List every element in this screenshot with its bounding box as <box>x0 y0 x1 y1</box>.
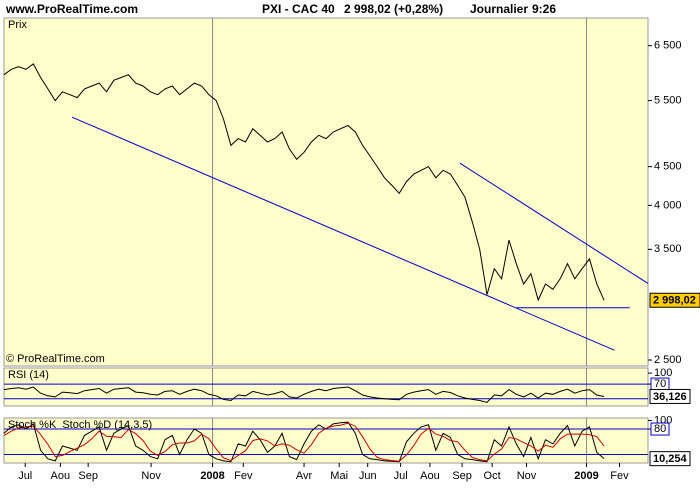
x-tick-label: Jul <box>394 470 408 482</box>
x-tick-label: Nov <box>517 470 537 482</box>
period: Journalier <box>470 2 528 16</box>
series-line <box>3 422 605 462</box>
series-line <box>3 386 605 403</box>
y-tick-label: 4 000 <box>654 199 682 211</box>
x-tick-label: Fev <box>234 470 253 482</box>
x-tick-label: Jun <box>359 470 377 482</box>
site: www.ProRealTime.com <box>5 2 138 16</box>
series-line <box>3 63 605 302</box>
last-value-label: 2 998,02 <box>653 295 696 307</box>
x-tick-label: Jul <box>18 470 32 482</box>
y-tick-label: 3 500 <box>654 243 682 255</box>
y-tick-label: 70 <box>654 378 666 390</box>
x-tick-label: 2008 <box>200 470 224 482</box>
y-tick-label: 4 500 <box>654 161 682 173</box>
x-tick-label: Aou <box>420 470 440 482</box>
legend-label: Stoch %K <box>8 419 57 431</box>
y-tick-box <box>650 422 670 436</box>
series-line <box>3 421 605 463</box>
quote: 2 998,02 (+0,28%) <box>344 2 443 16</box>
credit: © ProRealTime.com <box>6 353 105 365</box>
instrument: PXI - CAC 40 <box>262 2 335 16</box>
last-value-box <box>649 292 700 308</box>
x-tick-label: Aou <box>51 470 71 482</box>
x-tick-label: Sep <box>452 470 472 482</box>
last-value-label: 36,126 <box>653 391 687 403</box>
x-tick-label: Oct <box>484 470 501 482</box>
y-tick-label: 6 500 <box>654 40 682 52</box>
x-tick-label: Sep <box>78 470 98 482</box>
panel <box>3 17 649 367</box>
y-tick-label: 2 500 <box>654 354 682 366</box>
panel-title: RSI (14) <box>8 369 49 381</box>
panel-label: Prix <box>8 19 27 31</box>
trendline <box>71 116 615 351</box>
last-value-box <box>649 388 691 404</box>
last-value-box <box>649 451 691 467</box>
x-tick-label: Mai <box>330 470 348 482</box>
y-tick-label: 100 <box>654 367 672 379</box>
last-value-label: 10,254 <box>653 453 688 465</box>
legend-label: Stoch %D (14,3,5) <box>62 419 152 431</box>
x-tick-label: Nov <box>141 470 161 482</box>
panel <box>3 367 649 407</box>
panel <box>3 417 649 464</box>
y-tick-label: 5 500 <box>654 95 682 107</box>
time: 9:26 <box>532 2 556 16</box>
x-tick-label: 2009 <box>574 470 598 482</box>
y-tick-label: 80 <box>654 423 666 435</box>
x-tick-label: Fev <box>610 470 629 482</box>
trendline <box>459 162 649 284</box>
x-tick-label: Avr <box>296 470 313 482</box>
